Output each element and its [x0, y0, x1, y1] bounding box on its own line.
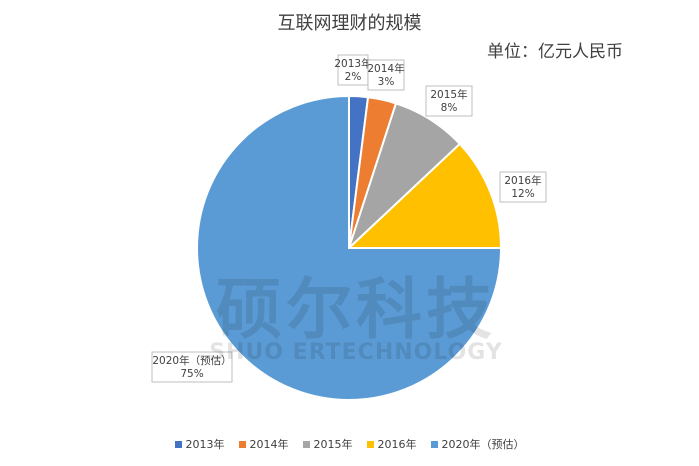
svg-text:8%: 8%: [441, 102, 458, 114]
svg-text:2%: 2%: [345, 71, 362, 83]
legend-swatch: [366, 440, 374, 448]
svg-text:2014年: 2014年: [367, 62, 404, 75]
legend-label: 2016年: [377, 438, 417, 451]
svg-text:2020年（预估）: 2020年（预估）: [152, 354, 231, 367]
svg-text:2013年: 2013年: [334, 57, 371, 70]
legend-swatch: [238, 440, 246, 448]
legend-label: 2014年: [249, 438, 289, 451]
legend-swatch: [302, 440, 310, 448]
svg-text:12%: 12%: [511, 188, 534, 200]
legend-swatch: [174, 440, 182, 448]
legend-swatch: [430, 440, 438, 448]
legend-label: 2020年（预估）: [441, 438, 525, 451]
legend-item-2: 2015年: [302, 436, 353, 452]
legend-item-0: 2013年: [174, 436, 225, 452]
pie-slice-3: [346, 142, 503, 249]
pie-slice-4: [196, 94, 503, 401]
legend: 2013年 2014年 2015年 2016年 2020年（预估）: [0, 436, 699, 452]
svg-text:3%: 3%: [378, 76, 395, 88]
chart-title: 互联网理财的规模: [277, 13, 422, 34]
legend-item-4: 2020年（预估）: [430, 436, 525, 452]
svg-text:75%: 75%: [180, 368, 203, 380]
svg-text:2016年: 2016年: [504, 174, 541, 187]
unit-label: 单位：亿元人民币: [487, 42, 623, 62]
legend-item-1: 2014年: [238, 436, 289, 452]
svg-text:2015年: 2015年: [430, 88, 467, 101]
legend-label: 2015年: [313, 438, 353, 451]
legend-item-3: 2016年: [366, 436, 417, 452]
data-label-4: 2020年（预估）75%: [151, 351, 233, 383]
legend-label: 2013年: [185, 438, 225, 451]
